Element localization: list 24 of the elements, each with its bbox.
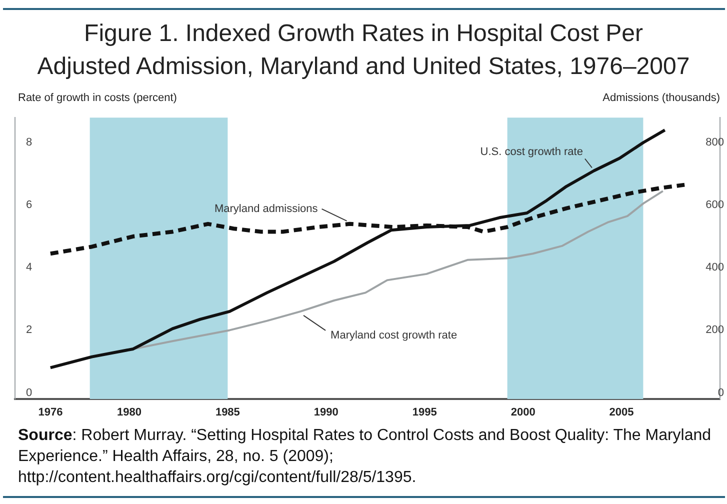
y2-tick-label: 600 — [706, 199, 724, 212]
x-tick-label: 2000 — [510, 406, 536, 419]
x-tick-label: 1980 — [116, 406, 142, 419]
x-tick-label: 1995 — [412, 406, 437, 419]
y-tick-label: 0 — [26, 386, 32, 399]
y-axis-title: Rate of growth in costs (percent) — [18, 91, 177, 105]
x-tick-label: 2005 — [609, 406, 634, 419]
x-tick-label: 1985 — [215, 406, 240, 419]
y2-axis-title: Admissions (thousands) — [602, 91, 720, 105]
series-label: Maryland admissions — [214, 202, 318, 215]
y-tick-label: 4 — [26, 262, 32, 274]
y2-tick-label: 0 — [718, 386, 724, 399]
y-tick-label: 2 — [26, 324, 32, 336]
y2-tick-label: 200 — [706, 324, 724, 336]
text: Maryland cost growth rate — [330, 329, 458, 342]
series-label: U.S. cost growth rate — [480, 146, 583, 158]
chart-title: Figure 1. Indexed Growth Rates in Hospital Cost Per Adjusted Admission, Maryland and United States, 1976–2007 — [36, 19, 691, 82]
source-note: Source: Robert Murray. “Setting Hospital Rates to Control Costs and Boost Quality: The Maryland Experience.” Health Affairs, 28, no. 5 (2009); http://content.healthaffairs.org/cgi/content/full/28/5/1395. — [18, 426, 712, 488]
y-tick-label: 6 — [26, 199, 32, 212]
y2-tick-label: 800 — [706, 136, 724, 149]
y2-tick-label: 400 — [706, 262, 724, 274]
y-tick-label: 8 — [26, 136, 32, 149]
x-tick-label: 1976 — [38, 406, 63, 419]
x-tick-label: 1990 — [314, 406, 338, 419]
